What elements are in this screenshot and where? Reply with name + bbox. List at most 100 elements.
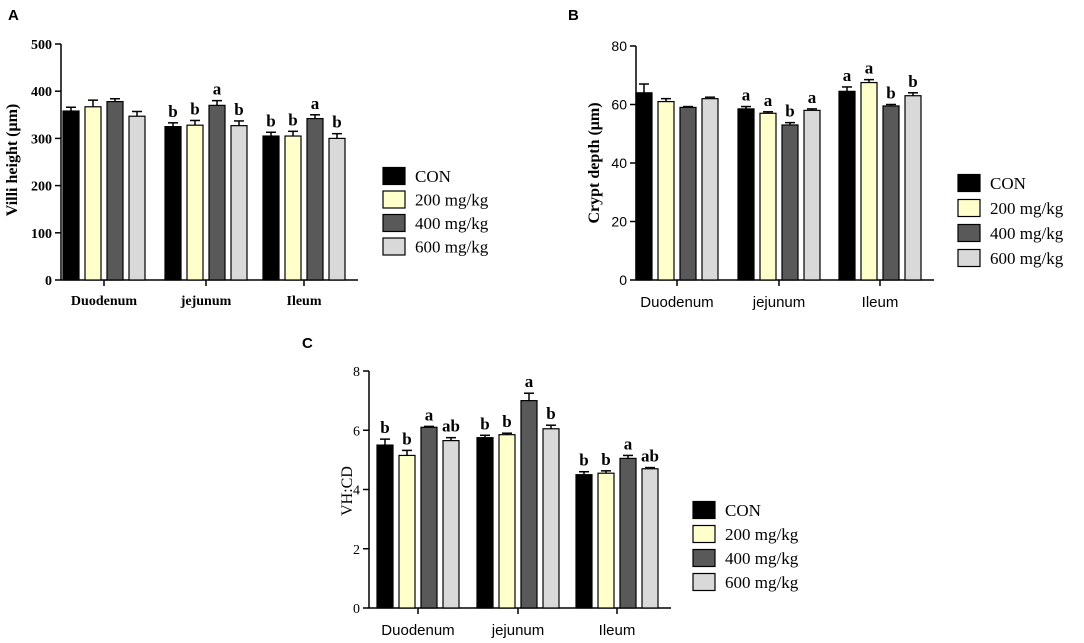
significance-letter: a [525,372,534,391]
significance-letter: a [213,80,222,99]
legend-label: 200 mg/kg [990,199,1064,218]
legend-label: 600 mg/kg [990,249,1064,268]
bar [838,90,856,281]
bar [230,125,248,281]
panel-a-legend: CON 200 mg/kg 400 mg/kg 600 mg/kg [382,166,489,257]
panel-c-ylabel: VH:CD [339,466,356,516]
panel-a: A Villi height (μm) 0 100 200 300 400 500 Duod… [4,7,489,309]
legend-swatch [382,166,406,186]
legend-swatch [382,213,406,233]
significance-letter: b [546,404,555,423]
bar [641,468,659,609]
panel-c-letter: C [302,335,313,352]
y-tick-label: 0 [353,602,360,617]
bar [442,440,460,609]
legend-swatch [957,198,981,218]
significance-letter: b [168,102,177,121]
bar [520,400,538,609]
bar [62,110,80,281]
legend-swatch [692,524,716,544]
significance-letter: b [266,111,275,130]
x-tick-label: Ileum [287,294,322,309]
legend-swatch [957,248,981,268]
significance-letter: a [311,94,320,113]
y-tick-label: 400 [31,85,52,100]
bar [398,454,416,609]
y-tick-label: 80 [611,38,627,54]
legend-label: CON [990,174,1026,193]
bar [701,98,719,281]
bar [803,109,821,281]
legend-swatch [957,223,981,243]
panel-b: B Crypt depth (μm) 0 20 40 60 80 Duodenum jeju… [568,7,1064,311]
legend-swatch [692,500,716,520]
y-tick-label: 0 [45,274,52,289]
legend-swatch [382,190,406,209]
significance-letter: b [601,450,610,469]
significance-letter: a [742,86,751,105]
bar [597,472,615,609]
y-tick-label: 0 [619,272,627,288]
bar [498,434,516,609]
panel-b-letter: B [568,7,579,24]
significance-letter: a [425,405,434,424]
bar [186,124,204,281]
bar [860,81,878,281]
panel-b-ylabel: Crypt depth (μm) [586,102,603,223]
legend-label: 400 mg/kg [725,549,799,568]
x-tick-label: jejunum [491,622,545,639]
x-tick-label: jejunum [752,294,806,311]
bar [84,106,102,281]
y-tick-label: 8 [353,365,360,380]
bar [208,104,226,281]
x-tick-label: jejunum [180,294,232,309]
bar [904,95,922,281]
x-tick-label: Duodenum [71,294,137,309]
y-tick-label: 6 [353,424,360,439]
x-tick-label: Ileum [862,294,899,311]
y-tick-label: 4 [353,484,360,499]
y-tick-label: 500 [31,38,52,53]
bar [781,124,799,281]
legend-label: 600 mg/kg [725,573,799,592]
significance-letter: b [785,102,794,121]
bar [284,135,302,281]
legend-label: 200 mg/kg [725,525,799,544]
significance-letter: b [886,84,895,103]
bar [476,437,494,609]
legend-swatch [382,237,406,256]
bar [420,426,438,609]
significance-letter: b [288,110,297,129]
bar [262,135,280,281]
y-tick-label: 200 [31,180,52,195]
legend-swatch [692,572,716,592]
significance-letter: b [190,99,199,118]
y-tick-label: 20 [611,214,627,230]
legend-swatch [957,173,981,193]
bar [164,125,182,281]
y-tick-label: 40 [611,155,627,171]
bar [376,444,394,609]
panel-a-ylabel: Villi height (μm) [4,104,21,216]
bar [882,105,900,281]
y-tick-label: 60 [611,97,627,113]
significance-letter: ab [641,447,659,466]
x-tick-label: Duodenum [640,294,713,311]
bar [575,474,593,609]
significance-letter: a [764,91,773,110]
bar [657,100,675,281]
significance-letter: b [332,113,341,132]
bar [328,137,346,281]
legend-label: 600 mg/kg [415,238,489,257]
bar [619,457,637,609]
significance-letter: a [624,434,633,453]
y-tick-label: 2 [353,543,360,558]
bar [679,106,697,281]
significance-letter: b [908,72,917,91]
significance-letter: b [579,451,588,470]
panel-a-letter: A [8,7,19,24]
